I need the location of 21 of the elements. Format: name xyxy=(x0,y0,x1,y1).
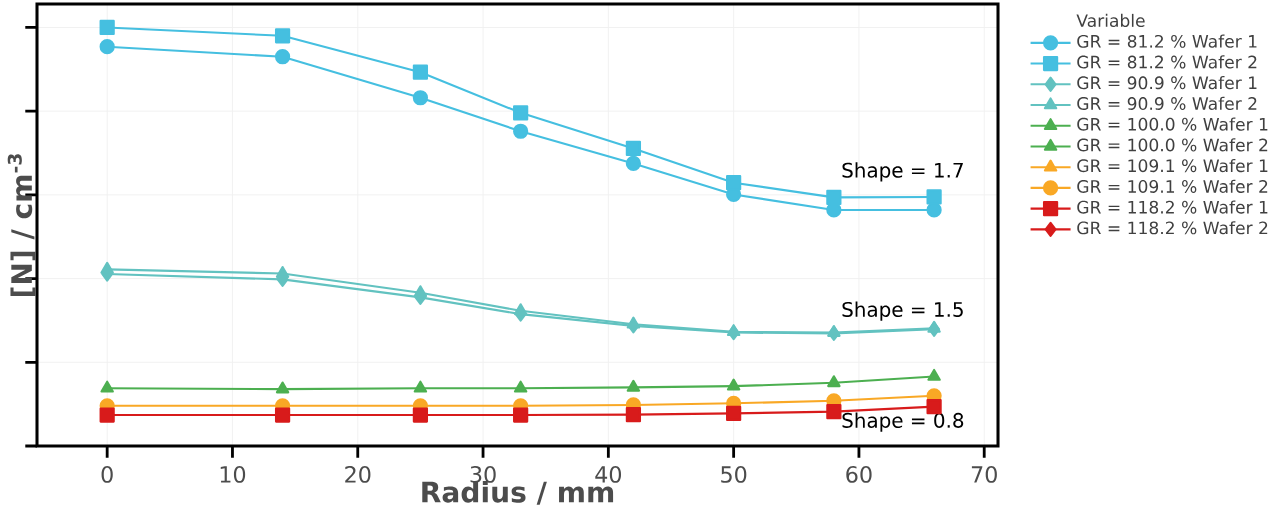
annotation: Shape = 1.5 xyxy=(842,301,963,321)
legend-label: GR = 118.2 % Wafer 2 xyxy=(1077,221,1268,235)
legend-title: Variable xyxy=(1076,13,1145,28)
legend-label: GR = 118.2 % Wafer 1 xyxy=(1077,200,1268,214)
legend-label: GR = 81.2 % Wafer 2 xyxy=(1077,55,1257,69)
x-tick-label: 60 xyxy=(846,465,872,483)
x-tick-label: 0 xyxy=(101,465,113,483)
annotation: Shape = 1.7 xyxy=(842,162,963,182)
annotation: Shape = 0.8 xyxy=(842,412,964,432)
x-tick-label: 70 xyxy=(971,465,997,483)
legend-label: GR = 100.0 % Wafer 1 xyxy=(1077,117,1268,131)
legend-label: GR = 109.1 % Wafer 2 xyxy=(1077,179,1268,193)
legend-label: GR = 109.1 % Wafer 1 xyxy=(1077,158,1268,173)
x-tick-label: 10 xyxy=(220,465,246,483)
x-tick-label: 20 xyxy=(345,465,371,483)
y-axis-title: [N] / cm$^{-3}$ xyxy=(7,154,36,297)
legend-label: GR = 90.9 % Wafer 1 xyxy=(1077,76,1257,90)
legend-label: GR = 81.2 % Wafer 1 xyxy=(1077,34,1257,48)
legend-label: GR = 90.9 % Wafer 2 xyxy=(1077,96,1257,111)
x-tick-label: 50 xyxy=(721,465,747,483)
legend-label: GR = 100.0 % Wafer 2 xyxy=(1077,138,1268,152)
